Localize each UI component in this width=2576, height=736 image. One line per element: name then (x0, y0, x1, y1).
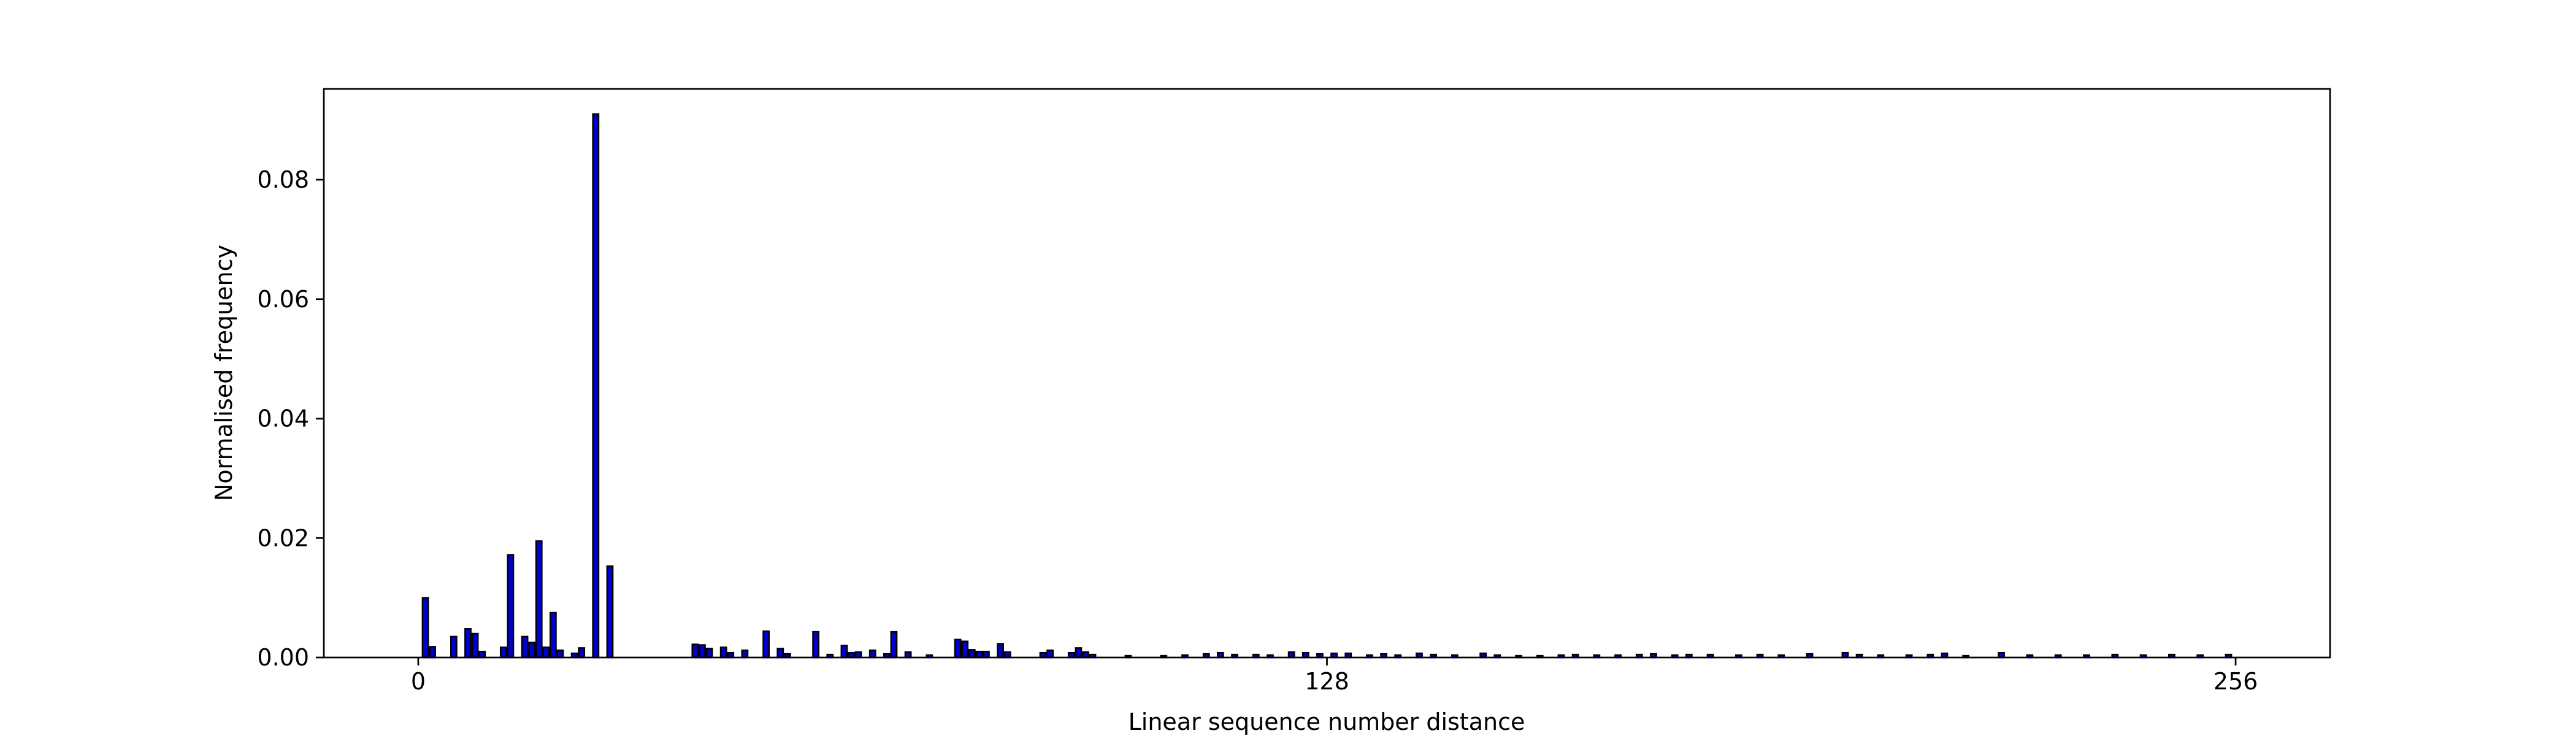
bar (741, 650, 749, 659)
plot-frame (323, 88, 2331, 659)
bar (1046, 650, 1054, 659)
bar (705, 648, 713, 659)
bar (975, 651, 983, 659)
bar (968, 649, 976, 659)
bar (606, 565, 614, 659)
bar (507, 554, 515, 659)
bar (890, 631, 898, 659)
bar (840, 645, 848, 659)
y-tick-label: 0.00 (257, 644, 309, 671)
bar (542, 646, 550, 659)
x-axis-label: Linear sequence number distance (1129, 708, 1525, 735)
x-tick-label: 128 (1305, 668, 1349, 695)
bar (1075, 647, 1083, 659)
bar (450, 635, 458, 659)
bar (429, 646, 436, 659)
bar (812, 631, 820, 659)
bar (578, 647, 586, 659)
bar (464, 628, 472, 659)
bar (699, 644, 706, 659)
y-tick-label: 0.04 (257, 405, 309, 432)
bar (592, 113, 600, 659)
bar (521, 635, 529, 659)
bar (997, 643, 1004, 659)
bar (421, 597, 429, 659)
y-tick-label: 0.08 (257, 166, 309, 193)
bar (762, 630, 770, 659)
bar (556, 650, 564, 659)
x-tick-label: 256 (2214, 668, 2258, 695)
y-axis-label: Normalised frequency (210, 245, 237, 501)
x-tick-label: 0 (411, 668, 426, 695)
bar (719, 646, 727, 659)
bar (691, 643, 699, 659)
bar (983, 651, 990, 659)
bar (471, 632, 479, 659)
bar (954, 638, 962, 659)
bar (535, 540, 543, 659)
y-tick-label: 0.02 (257, 524, 309, 551)
bar (868, 650, 876, 659)
bar (499, 646, 507, 659)
bar (961, 640, 969, 659)
bar (528, 642, 536, 659)
bar (549, 611, 557, 659)
bar (478, 651, 486, 659)
y-tick-label: 0.06 (257, 286, 309, 313)
bar (776, 648, 784, 659)
